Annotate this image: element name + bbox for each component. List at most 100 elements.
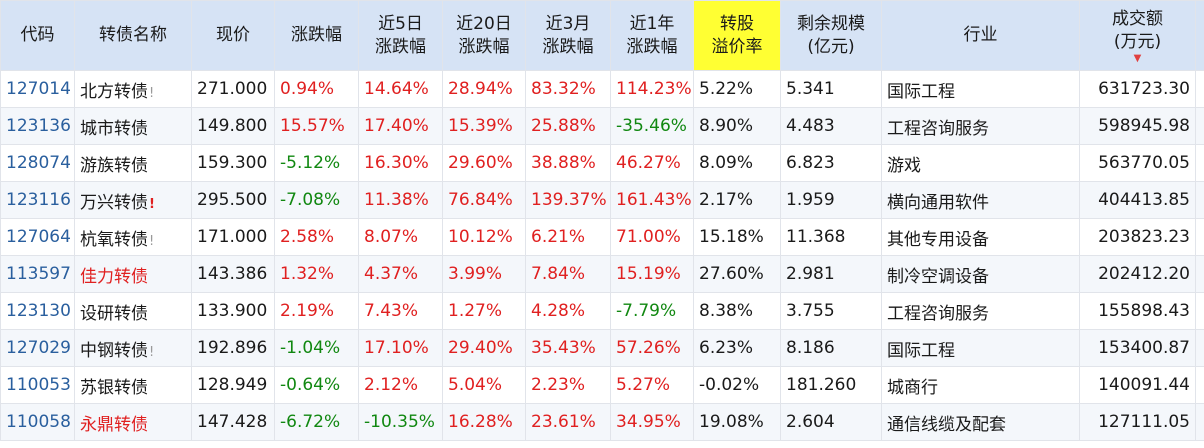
bond-code-link-text[interactable]: 110053 (6, 375, 71, 395)
change-5d-cell-text: 11.38% (364, 190, 429, 210)
bond-name[interactable]: 中钢转债! (74, 329, 192, 367)
col-header-chg1y[interactable]: 近1年 涨跌幅 (610, 0, 694, 71)
bond-code-link[interactable]: 127029 (0, 329, 75, 367)
bond-name[interactable]: 苏银转债 (74, 366, 192, 404)
col-header-name[interactable]: 转债名称 (74, 0, 192, 71)
bond-code-link-text[interactable]: 127014 (6, 79, 71, 99)
bond-name[interactable]: 设研转债 (74, 292, 192, 330)
table-row[interactable]: 110058 永鼎转债 147.428 -6.72% -10.35% 16.28% 23.6… (0, 403, 1204, 441)
bond-code-link[interactable]: 123130 (0, 292, 75, 330)
table-row[interactable]: 123130 设研转债 133.900 2.19% 7.43% 1.27% 4.28% -7.… (0, 292, 1204, 330)
price-cell-text: 133.900 (197, 301, 268, 321)
bond-code-link-text[interactable]: 123116 (6, 190, 71, 210)
change-1y-cell: -35.46% (610, 107, 694, 145)
premium-cell-text: 8.38% (699, 301, 754, 321)
change-20d-cell-text: 29.60% (448, 153, 513, 173)
remain-size-cell: 181.260 (780, 366, 882, 404)
change-20d-cell: 15.39% (442, 107, 526, 145)
bond-code-link[interactable]: 127014 (0, 70, 75, 108)
bond-name[interactable]: 佳力转债 (74, 255, 192, 293)
bond-name-text[interactable]: 佳力转债 (80, 266, 148, 287)
col-header-price[interactable]: 现价 (191, 0, 275, 71)
bond-name[interactable]: 杭氧转债! (74, 218, 192, 256)
change-5d-cell-text: -10.35% (364, 412, 435, 432)
price-cell: 271.000 (191, 70, 275, 108)
volume-cell-text: 202412.20 (1098, 264, 1190, 284)
change-cell-text: -7.08% (280, 190, 341, 210)
bond-code-link[interactable]: 113597 (0, 255, 75, 293)
col-header-chg3m[interactable]: 近3月 涨跌幅 (525, 0, 611, 71)
remain-size-cell-text: 8.186 (786, 338, 835, 358)
price-cell: 295.500 (191, 181, 275, 219)
col-header-volume[interactable]: 成交额 (万元) ▼ (1079, 0, 1196, 71)
bond-code-link[interactable]: 127064 (0, 218, 75, 256)
alert-flag-icon[interactable]: ! (149, 85, 155, 101)
bond-code-link[interactable]: 110053 (0, 366, 75, 404)
bond-code-link[interactable]: 128074 (0, 144, 75, 182)
table-row[interactable]: 127029 中钢转债! 192.896 -1.04% 17.10% 29.40% 35.4… (0, 329, 1204, 367)
table-row[interactable]: 113597 佳力转债 143.386 1.32% 4.37% 3.99% 7.84% 15.… (0, 255, 1204, 293)
bond-code-link[interactable]: 123136 (0, 107, 75, 145)
col-header-premium[interactable]: 转股 溢价率 (693, 0, 781, 71)
bond-name[interactable]: 永鼎转债 (74, 403, 192, 441)
bond-code-link-text[interactable]: 123136 (6, 116, 71, 136)
bond-name-text[interactable]: 苏银转债 (80, 377, 148, 398)
table-row[interactable]: 128074 游族转债 159.300 -5.12% 16.30% 29.60% 38.88… (0, 144, 1204, 182)
bond-name-text[interactable]: 游族转债 (80, 155, 148, 176)
change-5d-cell-text: 4.37% (364, 264, 419, 284)
table-row[interactable]: 127014 北方转债! 271.000 0.94% 14.64% 28.94% 83.32… (0, 70, 1204, 108)
change-cell-text: -0.64% (280, 375, 341, 395)
change-3m-cell-text: 6.21% (531, 227, 586, 247)
table-row[interactable]: 127064 杭氧转债! 171.000 2.58% 8.07% 10.12% 6.21% 7… (0, 218, 1204, 256)
bond-code-link-text[interactable]: 113597 (6, 264, 71, 284)
col-header-remain[interactable]: 剩余规模 (亿元) (780, 0, 882, 71)
alert-flag-icon[interactable]: ! (149, 233, 155, 249)
alert-flag-icon[interactable]: ! (149, 344, 155, 360)
col-header-chg5[interactable]: 近5日 涨跌幅 (358, 0, 443, 71)
bond-name[interactable]: 万兴转债! (74, 181, 192, 219)
col-header-code[interactable]: 代码 (0, 0, 75, 71)
bond-name-text[interactable]: 杭氧转债 (80, 229, 148, 250)
change-1y-cell: 114.23% (610, 70, 694, 108)
volume-cell-text: 631723.30 (1098, 79, 1190, 99)
col-header-change[interactable]: 涨跌幅 (274, 0, 359, 71)
change-5d-cell-text: 14.64% (364, 79, 429, 99)
bond-name-text[interactable]: 城市转债 (80, 118, 148, 139)
bond-name-text[interactable]: 北方转债 (80, 81, 148, 102)
change-cell: -6.72% (274, 403, 359, 441)
bond-name[interactable]: 北方转债! (74, 70, 192, 108)
change-cell: -1.04% (274, 329, 359, 367)
change-3m-cell-text: 38.88% (531, 153, 596, 173)
alert-flag-icon[interactable]: ! (149, 196, 155, 212)
bond-code-link-text[interactable]: 127029 (6, 338, 71, 358)
bond-name-text[interactable]: 设研转债 (80, 303, 148, 324)
col-header-scroll-gutter (1195, 0, 1204, 71)
bond-code-link-text[interactable]: 123130 (6, 301, 71, 321)
change-5d-cell: 8.07% (358, 218, 443, 256)
sort-desc-icon[interactable]: ▼ (1133, 52, 1142, 64)
table-row[interactable]: 110053 苏银转债 128.949 -0.64% 2.12% 5.04% 2.23% 5.… (0, 366, 1204, 404)
premium-cell-text: -0.02% (699, 375, 760, 395)
change-cell-text: 2.19% (280, 301, 335, 321)
bond-name[interactable]: 城市转债 (74, 107, 192, 145)
bond-code-link-text[interactable]: 128074 (6, 153, 71, 173)
bond-code-link[interactable]: 110058 (0, 403, 75, 441)
change-20d-cell-text: 28.94% (448, 79, 513, 99)
bond-name[interactable]: 游族转债 (74, 144, 192, 182)
price-cell-text: 171.000 (197, 227, 268, 247)
bond-name-text[interactable]: 中钢转债 (80, 340, 148, 361)
table-row[interactable]: 123116 万兴转债! 295.500 -7.08% 11.38% 76.84% 139.… (0, 181, 1204, 219)
bond-code-link[interactable]: 123116 (0, 181, 75, 219)
bond-name-text[interactable]: 永鼎转债 (80, 414, 148, 435)
change-1y-cell: 57.26% (610, 329, 694, 367)
bond-name-text[interactable]: 万兴转债 (80, 192, 148, 213)
bond-code-link-text[interactable]: 110058 (6, 412, 71, 432)
table-row[interactable]: 123136 城市转债 149.800 15.57% 17.40% 15.39% 25.88… (0, 107, 1204, 145)
volume-cell: 598945.98 (1079, 107, 1196, 145)
change-20d-cell: 1.27% (442, 292, 526, 330)
bond-code-link-text[interactable]: 127064 (6, 227, 71, 247)
col-header-industry[interactable]: 行业 (881, 0, 1080, 71)
col-header-chg20[interactable]: 近20日 涨跌幅 (442, 0, 526, 71)
industry-cell: 城商行 (881, 366, 1080, 404)
volume-cell-text: 155898.43 (1098, 301, 1190, 321)
